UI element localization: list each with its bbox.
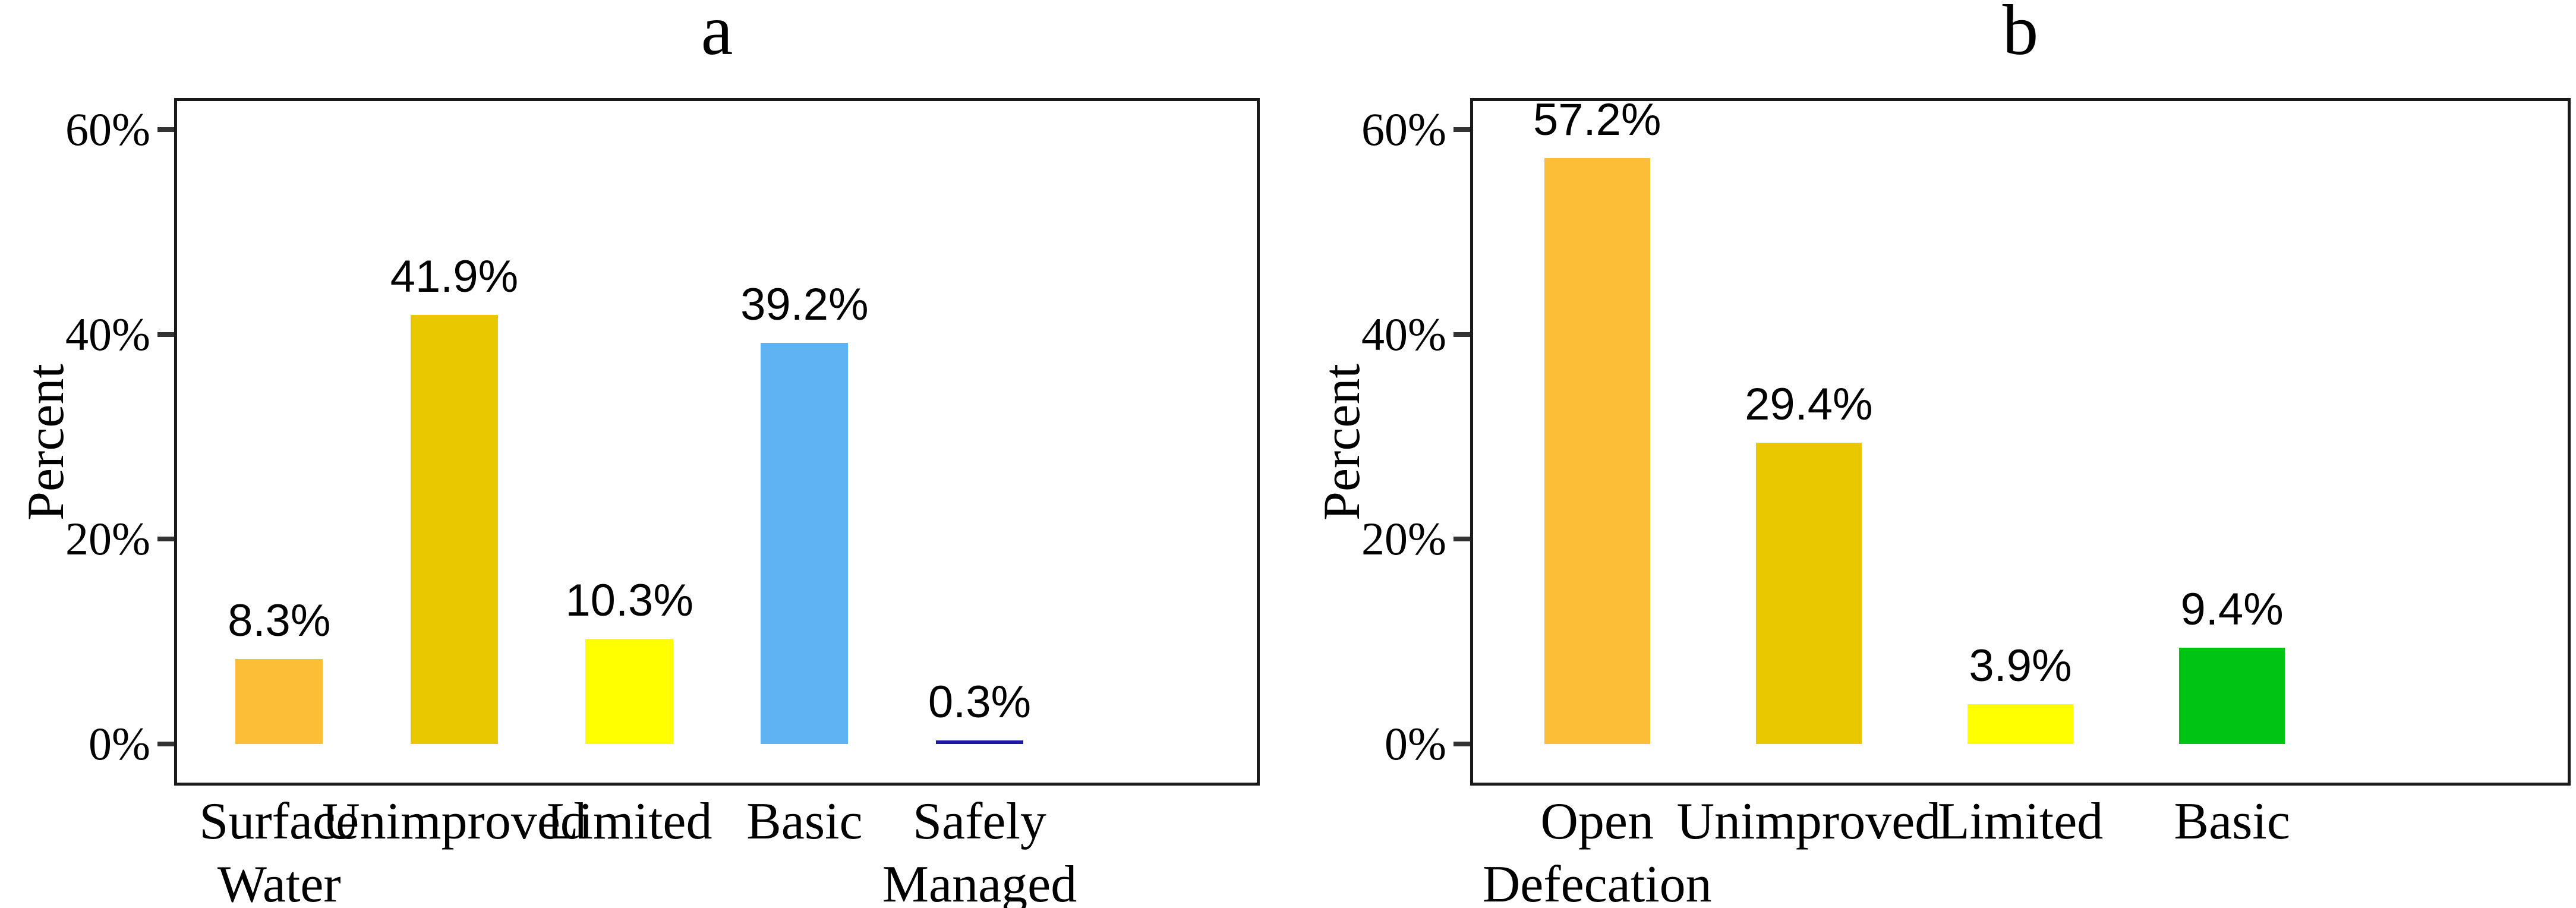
y-tick-label: 60% (1361, 103, 1446, 156)
x-category-label-line: Unimproved (1676, 793, 1941, 850)
x-category-label-line: Limited (546, 793, 712, 850)
x-category-label: Basic (638, 790, 971, 853)
bar-value-label: 41.9% (390, 251, 519, 302)
y-tick-mark (157, 332, 174, 337)
y-tick-label: 60% (65, 103, 150, 156)
bar (935, 740, 1024, 744)
x-category-label: Safely Managed (814, 790, 1146, 908)
x-category-label-line: Basic (2174, 793, 2290, 850)
bar (1755, 443, 1862, 744)
x-category-label-line: Limited (1937, 793, 2104, 850)
x-category-label: Surface Water (113, 790, 446, 908)
x-category-label-line: Water (217, 856, 341, 908)
bar (585, 638, 673, 744)
panel-title: b (2002, 0, 2039, 70)
x-category-label: Open Defecation (1431, 790, 1764, 908)
y-tick-label: 40% (65, 308, 150, 360)
x-category-label-line: Open (1540, 793, 1654, 850)
y-axis-label: Percent (17, 363, 75, 521)
bar (1967, 704, 2074, 744)
x-category-label: Unimproved (1642, 790, 1975, 853)
y-tick-mark (157, 742, 174, 746)
y-tick-label: 20% (1361, 513, 1446, 565)
y-tick-label: 0% (89, 718, 150, 770)
x-category-label-line: Basic (746, 793, 863, 850)
y-tick-mark (157, 127, 174, 133)
y-tick-label: 0% (1385, 718, 1446, 770)
y-tick-mark (1453, 537, 1470, 542)
x-category-label: Limited (463, 790, 796, 853)
bar (2179, 648, 2285, 744)
bar-value-label: 3.9% (1969, 640, 2072, 691)
bar-value-label: 9.4% (2180, 584, 2284, 635)
bar (761, 342, 849, 744)
y-tick-label: 20% (65, 513, 150, 565)
bar-value-label: 10.3% (565, 575, 693, 626)
bar (410, 315, 499, 744)
y-tick-label: 40% (1361, 308, 1446, 360)
x-category-label-line: Unimproved (322, 793, 587, 850)
y-tick-mark (1453, 742, 1470, 746)
x-category-label-line: Safely (913, 793, 1046, 850)
bar-value-label: 39.2% (740, 279, 869, 330)
bar-value-label: 8.3% (228, 595, 331, 646)
y-tick-mark (157, 537, 174, 542)
y-tick-mark (1453, 127, 1470, 133)
panel-title: a (701, 0, 733, 70)
x-category-label-line: Defecation (1482, 856, 1712, 908)
bar-value-label: 0.3% (928, 677, 1032, 727)
y-tick-mark (1453, 332, 1470, 337)
plot-box (174, 98, 1260, 786)
y-axis-label: Percent (1313, 363, 1371, 521)
bar (1544, 158, 1650, 744)
x-category-label: Basic (2066, 790, 2398, 853)
x-category-label-line: Surface (199, 793, 360, 850)
plot-box (1470, 98, 2571, 786)
bar-value-label: 57.2% (1533, 94, 1661, 146)
bar (235, 658, 323, 744)
x-category-label: Limited (1854, 790, 2187, 853)
bar-value-label: 29.4% (1745, 379, 1873, 430)
x-category-label: Unimproved (288, 790, 620, 853)
x-category-label-line: Managed (882, 856, 1077, 908)
